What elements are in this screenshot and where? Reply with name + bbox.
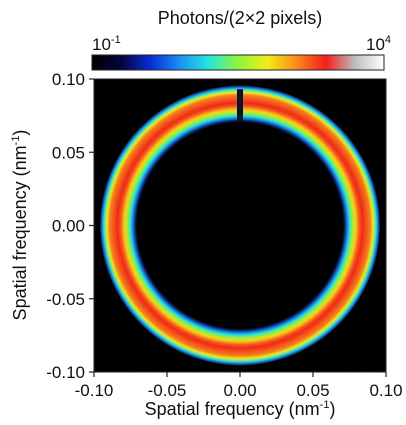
ring-layer: [99, 85, 381, 366]
colorbar-min-label: 10-1: [92, 34, 121, 54]
y-tick-label: 0.05: [52, 143, 85, 162]
x-axis-label-sup: -1: [320, 399, 330, 411]
y-tick-label: -0.05: [46, 290, 85, 309]
colorbar-max-base: 10: [366, 35, 385, 54]
colorbar-title: Photons/(2×2 pixels): [158, 8, 323, 28]
x-tick-label: 0.00: [223, 381, 256, 400]
y-axis-ticks: 0.10 0.05 0.00 -0.05 -0.10: [46, 70, 94, 382]
diffraction-ring: [99, 85, 381, 366]
colorbar-max-label: 104: [366, 34, 391, 54]
y-axis-label-sup: -1: [10, 136, 22, 146]
y-tick-label: -0.10: [46, 363, 85, 382]
plot-area: [93, 78, 387, 373]
y-axis-label-main: Spatial frequency (nm: [10, 145, 30, 320]
ring-gap: [237, 89, 243, 122]
x-axis-label-main: Spatial frequency (nm: [145, 399, 320, 419]
x-tick-label: -0.10: [75, 381, 114, 400]
colorbar-min-base: 10: [92, 35, 111, 54]
x-tick-label: 0.05: [296, 381, 329, 400]
y-tick-label: 0.10: [52, 70, 85, 89]
x-axis-label-end: ): [329, 399, 335, 419]
x-tick-label: 0.10: [369, 381, 402, 400]
x-axis-label: Spatial frequency (nm-1): [145, 399, 336, 419]
x-axis-ticks: -0.10 -0.05 0.00 0.05 0.10: [75, 372, 403, 400]
x-tick-label: -0.05: [148, 381, 187, 400]
colorbar-max-exp: 4: [385, 34, 391, 46]
colorbar-min-exp: -1: [111, 34, 121, 46]
y-axis-label-end: ): [10, 130, 30, 136]
colorbar: [91, 54, 385, 71]
y-tick-label: 0.00: [52, 217, 85, 236]
y-axis-label: Spatial frequency (nm-1): [10, 130, 30, 321]
